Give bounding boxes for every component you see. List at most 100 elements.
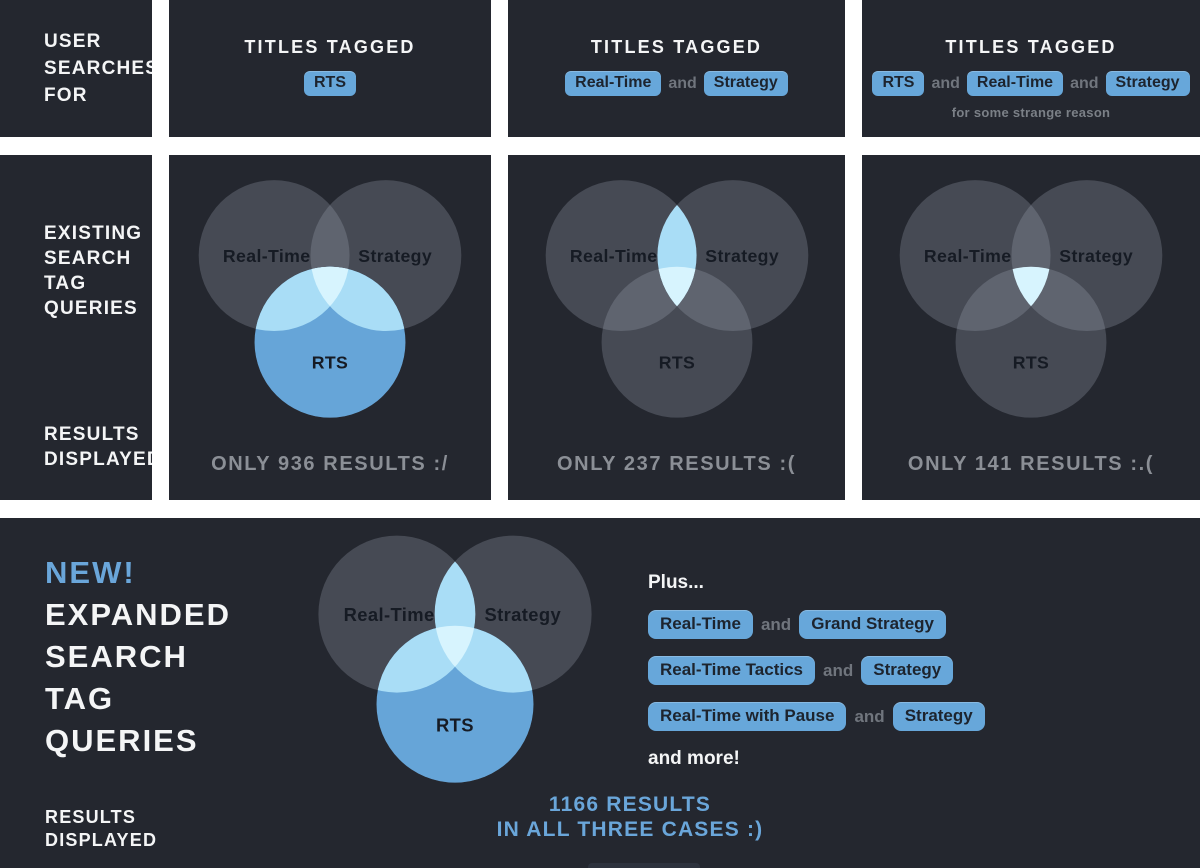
panel-title: TITLES TAGGED (590, 37, 763, 57)
tag-strategy: Strategy (1105, 71, 1190, 96)
venn-panel-realtime-strategy-query: Real-Time Strategy RTS ONLY 237 RESULTS :( (508, 155, 845, 500)
venn-circle-b (1011, 180, 1163, 332)
and-connector: and (760, 614, 792, 634)
tag-row: Real-Time Tactics and Strategy (648, 656, 985, 685)
venn-highlight-cb (434, 625, 534, 693)
titles-tagged-panel-all-three: TITLES TAGGED RTS and Real-Time and Strategy… (862, 0, 1200, 137)
user-searches-for-panel: USER SEARCHES FOR (0, 0, 152, 137)
venn-label-c: RTS (436, 714, 474, 735)
venn-label-a: Real-Time (344, 604, 435, 625)
venn-circle-a (899, 180, 1051, 332)
tag-real-time-with-pause: Real-Time with Pause (648, 702, 847, 731)
tag-real-time: Real-Time (565, 71, 662, 96)
and-connector: and (668, 74, 697, 92)
tag-real-time: Real-Time (966, 71, 1064, 96)
result-count-text: ONLY 936 RESULTS :/ (211, 453, 449, 475)
label-line: QUERIES (44, 298, 138, 319)
strange-reason-note: for some strange reason (951, 105, 1111, 120)
tag-row: RTS (304, 71, 356, 96)
label-line: DISPLAYED (45, 830, 158, 850)
and-connector: and (823, 660, 854, 680)
venn-label-b: Strategy (358, 246, 432, 266)
label-line: EXISTING (44, 223, 143, 244)
venn-diagram-container: Real-Time Strategy RTS (528, 169, 826, 422)
venn-label-b: Strategy (1059, 246, 1133, 266)
venn-diagram: Real-Time Strategy RTS (198, 180, 462, 418)
new-badge-text: NEW! (45, 555, 136, 590)
venn-label-a: Real-Time (569, 246, 657, 266)
label-line: RESULTS (44, 424, 140, 445)
venn-diagram: Real-Time Strategy RTS (545, 180, 808, 418)
venn-panel-all-three-query: Real-Time Strategy RTS ONLY 141 RESULTS :.… (862, 155, 1200, 500)
heading-line: SEARCH (45, 639, 188, 674)
extra-tags-column: Plus... Real-Time and Grand Strategy Real-… (648, 524, 985, 788)
result-line: 1166 RESULTS (548, 792, 712, 816)
heading-line: QUERIES (45, 723, 199, 758)
existing-queries-label: EXISTING SEARCH TAG QUERIES (44, 221, 152, 321)
tag-row: Real-Time with Pause and Strategy (648, 702, 985, 731)
tag-rts: RTS (304, 71, 356, 96)
label-line: TAG (44, 273, 87, 294)
label-line: SEARCH (44, 248, 132, 269)
venn-label-b: Strategy (705, 246, 779, 266)
heading-line: EXPANDED (45, 597, 231, 632)
tag-real-time-tactics: Real-Time Tactics (648, 656, 815, 685)
bottom-left-column: NEW! EXPANDED SEARCH TAG QUERIES RESULTS… (0, 518, 300, 868)
result-line: IN ALL THREE CASES :) (496, 817, 764, 841)
and-connector: and (854, 706, 885, 726)
existing-queries-panel: EXISTING SEARCH TAG QUERIES RESULTS DISP… (0, 155, 152, 500)
venn-circle-c (601, 266, 752, 418)
and-connector: and (1070, 74, 1099, 92)
heading-line: TAG (45, 681, 115, 716)
tag-strategy: Strategy (703, 71, 788, 96)
label-line: USER (44, 31, 102, 52)
venn-panel-rts-query: Real-Time Strategy RTS ONLY 936 RESULTS :/ (169, 155, 491, 500)
venn-label-a: Real-Time (223, 246, 311, 266)
plus-label: Plus... (648, 572, 704, 593)
results-displayed-label: RESULTS DISPLAYED (45, 806, 300, 852)
venn-circle-c (955, 266, 1107, 418)
venn-diagram-container: Real-Time Strategy RTS (300, 524, 610, 788)
venn-label-a: Real-Time (924, 246, 1012, 266)
venn-diagram: Real-Time Strategy RTS (318, 535, 592, 783)
result-count-text: ONLY 141 RESULTS :.( (907, 453, 1155, 475)
and-more-label: and more! (648, 748, 740, 769)
titles-tagged-panel-realtime-strategy: TITLES TAGGED Real-Time and Strategy (508, 0, 845, 137)
tag-rts: RTS (872, 71, 925, 96)
label-line: RESULTS (45, 807, 137, 827)
user-searches-for-label: USER SEARCHES FOR (44, 28, 152, 109)
venn-label-c: RTS (658, 352, 695, 372)
expanded-queries-heading: EXPANDED SEARCH TAG QUERIES (45, 594, 300, 762)
results-displayed-label: RESULTS DISPLAYED (44, 422, 152, 472)
label-line: FOR (44, 85, 88, 106)
tag-real-time: Real-Time (648, 610, 753, 639)
tag-row: RTS and Real-Time and Strategy (872, 71, 1190, 96)
venn-circle-a (545, 180, 697, 332)
and-connector: and (931, 74, 960, 92)
label-line: DISPLAYED (44, 449, 152, 470)
venn-diagram-container: Real-Time Strategy RTS (181, 169, 479, 422)
venn-diagram: Real-Time Strategy RTS (899, 180, 1163, 418)
venn-label-b: Strategy (484, 604, 561, 625)
venn-highlight-cb (310, 266, 406, 332)
titles-tagged-panel-rts: TITLES TAGGED RTS (169, 0, 491, 137)
final-result-count-text: 1166 RESULTS IN ALL THREE CASES :) (300, 792, 960, 842)
tag-strategy: Strategy (892, 702, 985, 731)
panel-title: TITLES TAGGED (945, 37, 1117, 57)
venn-highlight-ca (376, 625, 476, 693)
tag-row: Real-Time and Grand Strategy (648, 610, 985, 639)
venn-label-c: RTS (1013, 352, 1050, 372)
cropped-bottom-strip (588, 863, 700, 868)
bottom-venn-wrap: Real-Time Strategy RTS (300, 524, 610, 788)
tag-row: Real-Time and Strategy (565, 71, 788, 96)
panel-title: TITLES TAGGED (244, 37, 416, 57)
tag-grand-strategy: Grand Strategy (799, 610, 946, 639)
tag-strategy: Strategy (861, 656, 954, 685)
venn-circle-b (656, 180, 808, 332)
venn-highlight-ca (254, 266, 350, 332)
venn-diagram-container: Real-Time Strategy RTS (882, 169, 1180, 422)
label-line: SEARCHES (44, 58, 152, 79)
venn-label-c: RTS (312, 352, 349, 372)
result-count-text: ONLY 237 RESULTS :( (557, 453, 796, 475)
